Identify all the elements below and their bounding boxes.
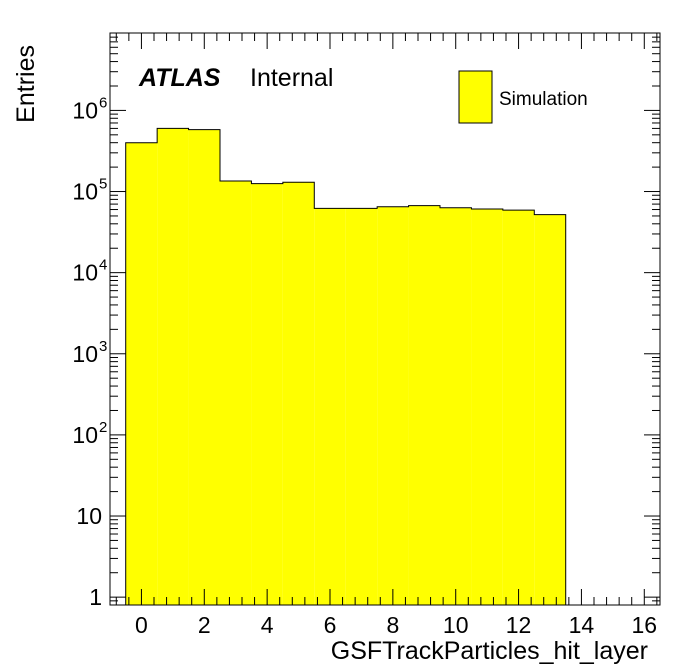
x-tick-label: 2 [198, 612, 211, 638]
histogram-bar [188, 129, 220, 605]
histogram-bar [157, 128, 189, 605]
legend-label-simulation: Simulation [499, 89, 588, 110]
ticks-layer [110, 32, 660, 606]
histogram-bar [502, 210, 535, 606]
y-tick-label: 10 [72, 260, 98, 286]
histogram-bar [440, 207, 472, 606]
histogram-bar [471, 208, 503, 605]
x-tick-label: 16 [631, 612, 657, 638]
x-tick-label: 10 [443, 612, 469, 638]
histogram-bar [408, 205, 440, 605]
histogram-bar [251, 183, 283, 605]
y-tick-exponent: 5 [99, 176, 107, 193]
y-tick-label: 10 [76, 503, 102, 529]
bars-layer [125, 127, 567, 606]
histogram-bar [314, 208, 346, 605]
y-tick-label: 10 [72, 341, 98, 367]
y-tick-exponent: 2 [99, 419, 107, 436]
x-tick-label: 6 [324, 612, 337, 638]
histogram-bar [220, 180, 252, 605]
y-tick-exponent: 4 [99, 257, 107, 274]
x-tick-label: 14 [569, 612, 595, 638]
x-tick-label: 0 [135, 612, 148, 638]
y-tick-label: 10 [72, 422, 98, 448]
y-tick-exponent: 3 [99, 338, 107, 355]
x-tick-label: 12 [506, 612, 532, 638]
x-tick-label: 4 [261, 612, 274, 638]
legend-swatch-simulation [458, 70, 493, 124]
plot-frame [109, 32, 661, 606]
histogram-bar [125, 142, 158, 606]
x-axis-label: GSFTrackParticles_hit_layer [331, 637, 648, 665]
histogram-outline [125, 127, 567, 605]
x-tick-label: 8 [386, 612, 399, 638]
atlas-label: ATLAS [138, 64, 221, 92]
histogram-bar [377, 206, 409, 605]
histogram-bar [282, 182, 315, 605]
histogram-bar [534, 214, 566, 606]
histogram-bar [345, 208, 378, 605]
legend: Simulation [458, 70, 588, 124]
y-tick-label: 10 [72, 97, 98, 123]
y-tick-label: 1 [89, 584, 102, 610]
y-axis-label: Entries [12, 45, 40, 123]
y-tick-exponent: 6 [99, 94, 107, 111]
internal-label: Internal [250, 64, 333, 92]
y-tick-label: 10 [72, 179, 98, 205]
